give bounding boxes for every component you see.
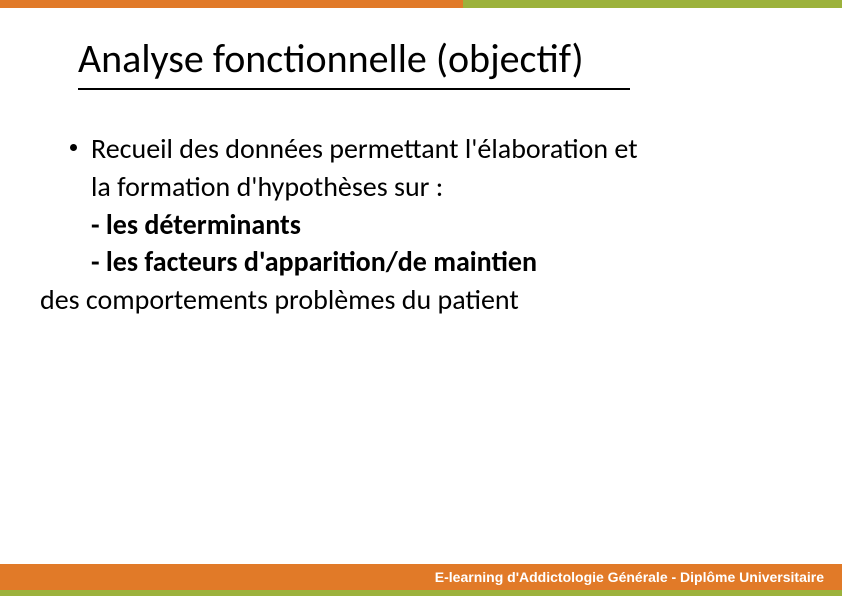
footer: E-learning d'Addictologie Générale - Dip… xyxy=(0,564,842,596)
top-accent-green xyxy=(463,0,842,8)
lead-line-2: la formation d'hypothèses sur : xyxy=(91,169,443,204)
top-accent-bar xyxy=(0,0,842,8)
slide-body: Recueil des données permettant l'élabora… xyxy=(40,130,802,319)
bullet-text: Recueil des données permettant l'élabora… xyxy=(91,130,638,281)
slide-title: Analyse fonctionnelle (objectif) xyxy=(78,34,584,83)
top-accent-orange xyxy=(0,0,463,8)
sub-item-1: - les déterminants xyxy=(91,207,301,242)
title-underline xyxy=(78,88,630,90)
bullet-dot-icon xyxy=(70,144,77,151)
footer-band: E-learning d'Addictologie Générale - Dip… xyxy=(0,564,842,590)
slide: Analyse fonctionnelle (objectif) Recueil… xyxy=(0,0,842,596)
footer-green-line xyxy=(0,590,842,596)
lead-line-1: Recueil des données permettant l'élabora… xyxy=(91,131,638,166)
bullet-item: Recueil des données permettant l'élabora… xyxy=(70,130,802,281)
tail-line: des comportements problèmes du patient xyxy=(40,281,802,319)
footer-text: E-learning d'Addictologie Générale - Dip… xyxy=(435,569,824,585)
sub-item-2: - les facteurs d'apparition/de maintien xyxy=(91,244,537,279)
